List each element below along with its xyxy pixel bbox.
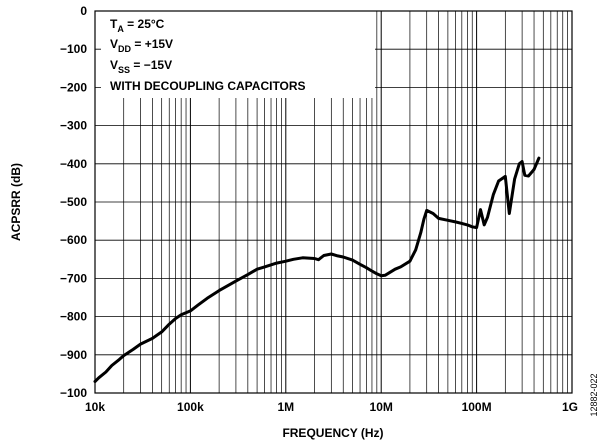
figure-id: 12882-022 <box>589 373 599 416</box>
x-tick-labels: 10k 100k 1M 10M 100M 1G <box>85 400 578 414</box>
y-tick-label-2: −200 <box>60 80 87 94</box>
y-tick-labels: 0 −100 −200 −300 −400 −500 −600 −700 −800 −900 −10… <box>60 4 87 400</box>
y-tick-label-3: −300 <box>60 119 87 133</box>
annotation-line-3: WITH DECOUPLING CAPACITORS <box>110 79 306 93</box>
x-tick-label-2: 1M <box>277 400 294 414</box>
y-tick-label-4: −400 <box>60 157 87 171</box>
annotation-line-0: TA = 25°C <box>110 17 165 34</box>
y-tick-label-0: 0 <box>80 4 87 18</box>
x-axis-title: FREQUENCY (Hz) <box>282 426 383 440</box>
y-tick-label-9: −900 <box>60 348 87 362</box>
conditions-annotation: TA = 25°C VDD = +15V VSS = −15V WITH DECOUP… <box>110 17 306 93</box>
y-tick-label-5: −500 <box>60 195 87 209</box>
x-tick-label-3: 10M <box>370 400 393 414</box>
y-axis-title: ACPSRR (dB) <box>9 163 23 241</box>
y-tick-label-1: −100 <box>60 42 87 56</box>
x-tick-label-4: 100M <box>462 400 492 414</box>
series-line-acpsrr <box>93 156 541 383</box>
y-tick-label-7: −700 <box>60 271 87 285</box>
annotation-box <box>101 10 375 98</box>
y-tick-label-10: −100 <box>60 386 87 400</box>
plot-frame <box>94 10 573 394</box>
x-tick-label-5: 1G <box>562 400 578 414</box>
y-tick-label-6: −600 <box>60 233 87 247</box>
y-tick-label-8: −800 <box>60 310 87 324</box>
x-tick-label-1: 100k <box>177 400 204 414</box>
x-tick-label-0: 10k <box>85 400 105 414</box>
annotation-line-1: VDD = +15V <box>110 37 173 54</box>
annotation-line-2: VSS = −15V <box>110 58 172 75</box>
